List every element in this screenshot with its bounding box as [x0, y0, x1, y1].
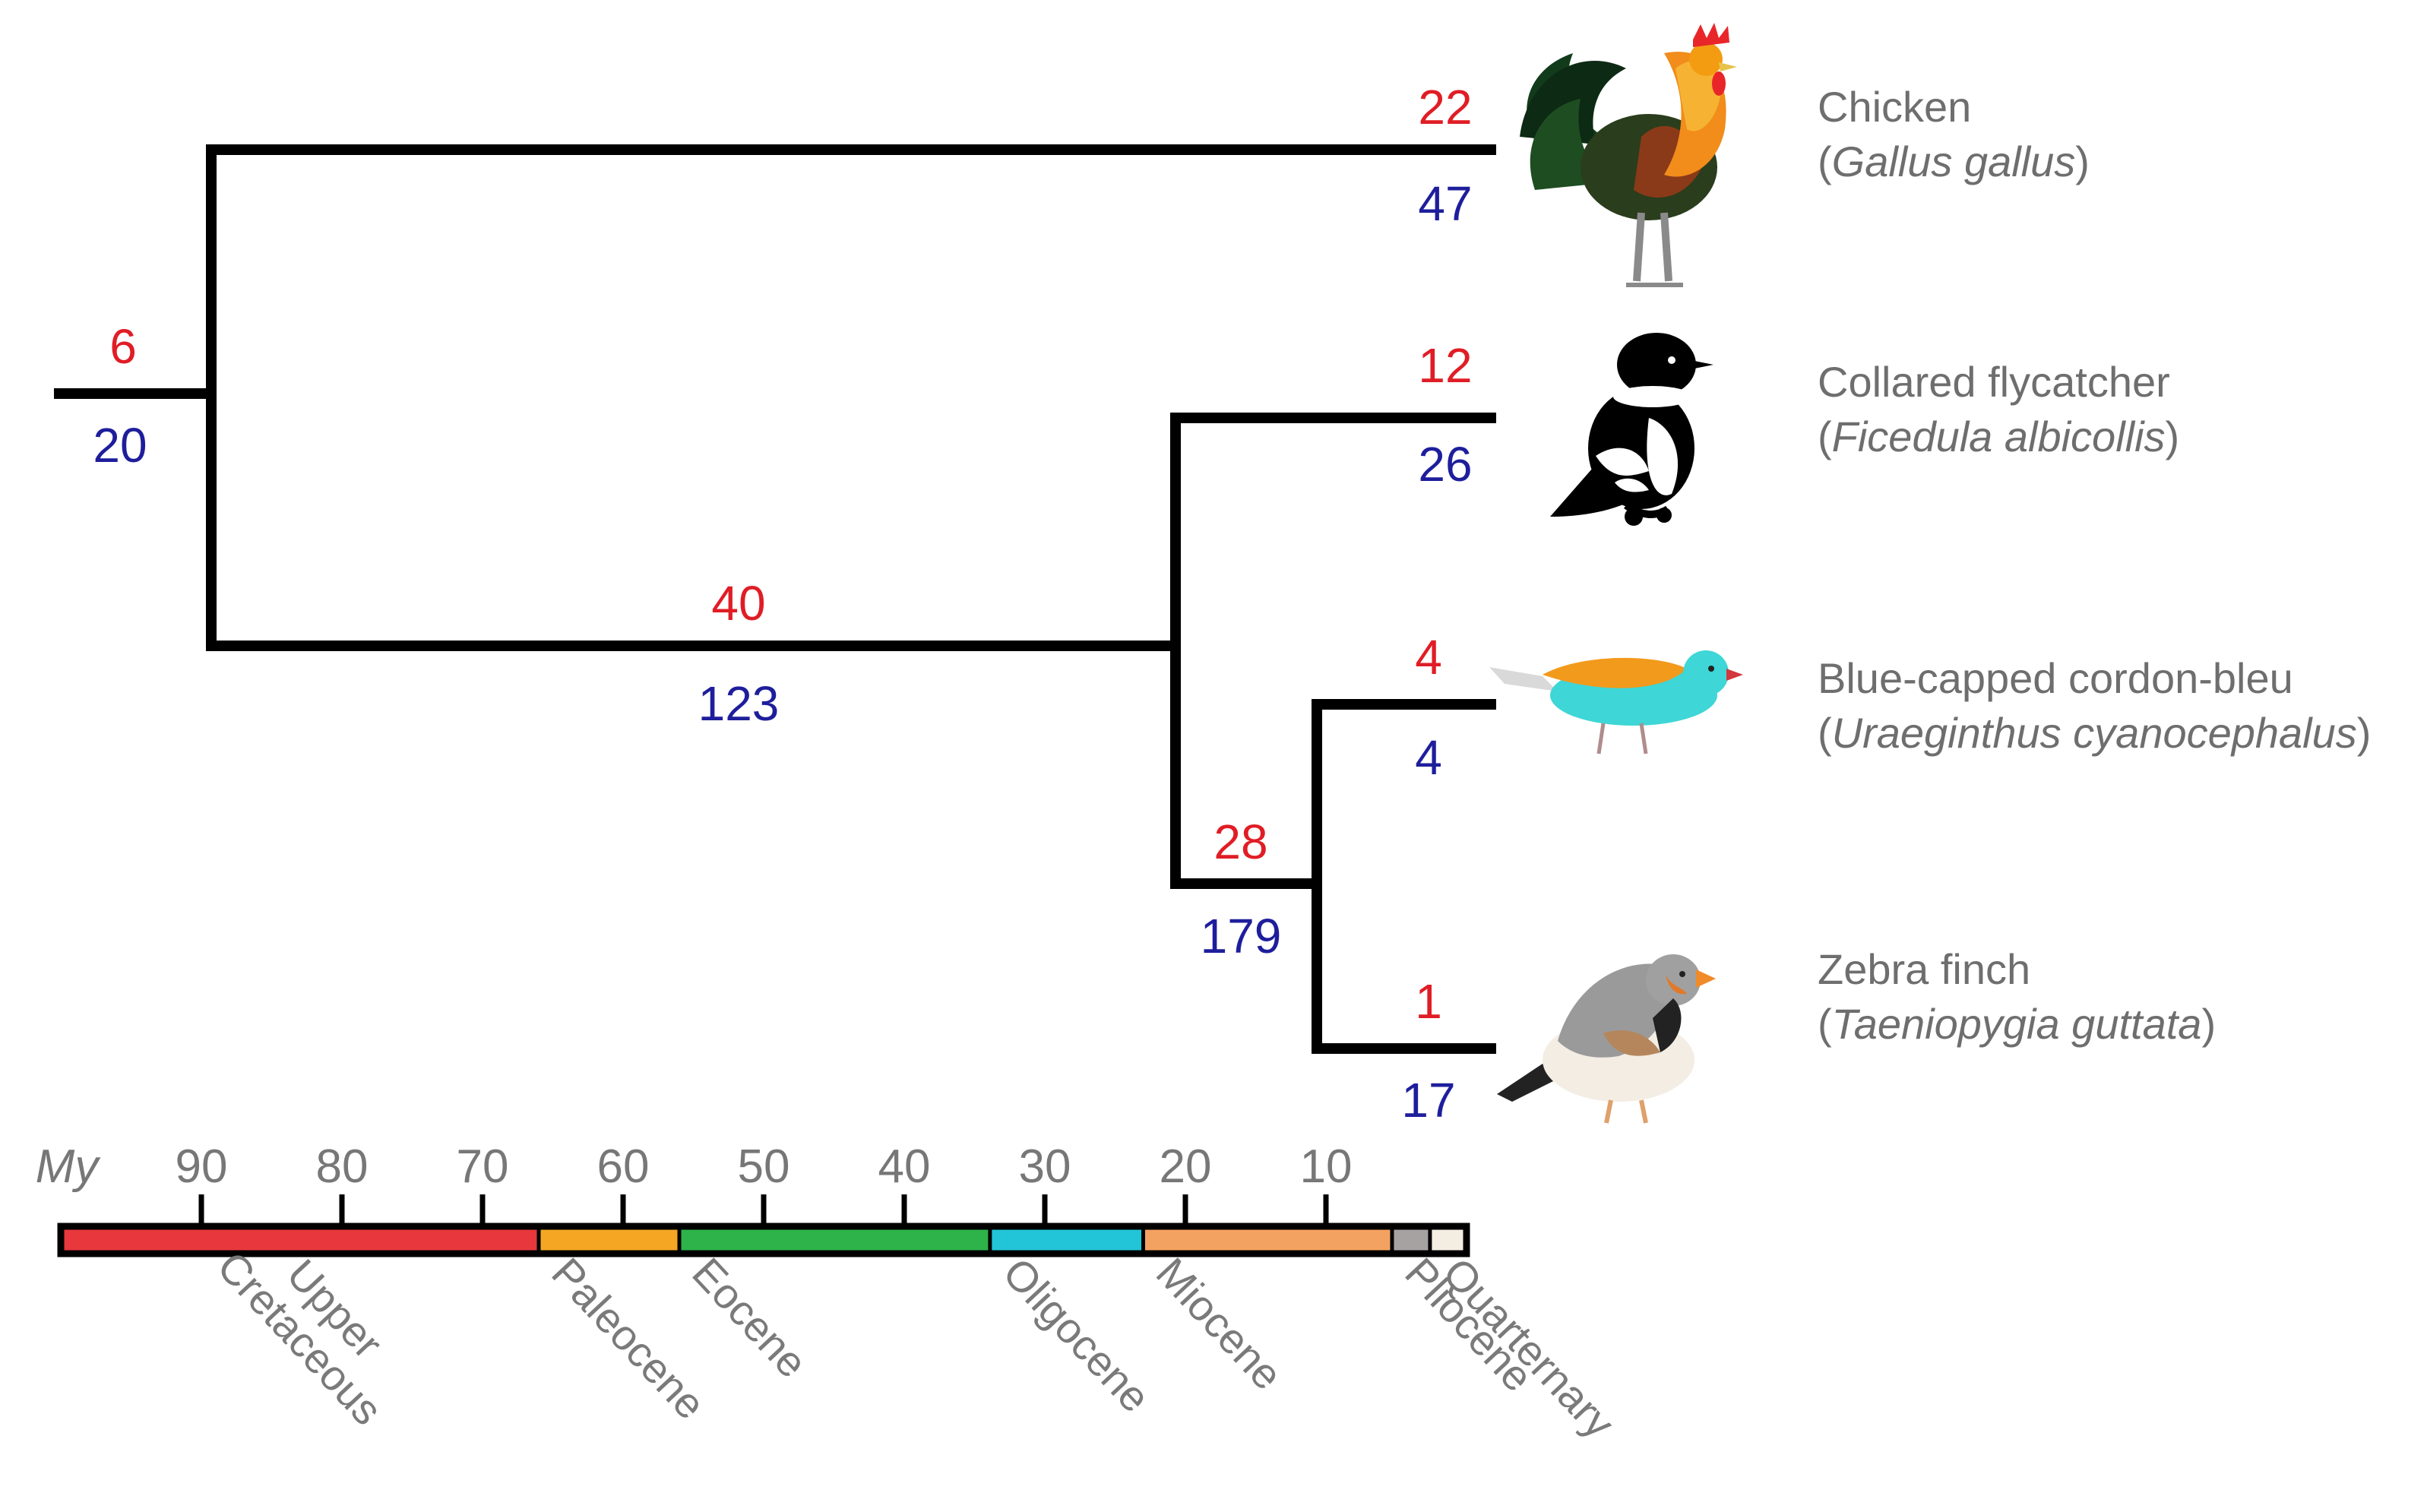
- species-common-name: Zebra finch: [1818, 945, 2030, 993]
- period-bar-miocene: [1143, 1226, 1392, 1254]
- period-bar-paleocene: [539, 1226, 679, 1254]
- chicken-gain-label: 22: [1418, 80, 1472, 134]
- timescale-tick-label: 60: [597, 1140, 650, 1193]
- timescale-tick-marks: [198, 1194, 1329, 1225]
- species-latin-name: (Uraeginthus cyanocephalus): [1818, 709, 2371, 757]
- period-label: Miocene: [1147, 1248, 1292, 1399]
- estrildid-gain-label: 28: [1214, 815, 1267, 869]
- passerine-gain-label: 40: [711, 576, 765, 631]
- tree-branches: [54, 144, 1496, 1054]
- cordonbleu-loss-label: 4: [1415, 730, 1442, 785]
- timescale-tick-label: 80: [316, 1140, 369, 1193]
- rooster-icon: [1520, 23, 1737, 287]
- geological-timescale: My 90 80 70 60 50 40 30 20 10 UpperCretaceous Pal…: [36, 1140, 1624, 1447]
- timescale-unit-label: My: [36, 1140, 102, 1193]
- estrildid-loss-label: 179: [1201, 909, 1282, 963]
- flycatcher-loss-label: 26: [1418, 437, 1472, 492]
- chicken-loss-label: 47: [1418, 176, 1472, 231]
- branch-labels: 6 20 22 47 40 123 12 26 28 179 4 4 1 17: [93, 80, 1472, 1128]
- timescale-tick-label: 70: [457, 1140, 509, 1193]
- species-labels: Chicken (Gallus gallus) Collared flycatc…: [1818, 83, 2371, 1048]
- zebrafinch-gain-label: 1: [1415, 974, 1442, 1029]
- species-common-name: Blue-capped cordon-bleu: [1818, 654, 2293, 702]
- period-label: Eocene: [683, 1248, 817, 1387]
- period-label: Oligocene: [994, 1248, 1160, 1421]
- cordon-bleu-icon: [1489, 650, 1743, 754]
- timescale-period-bars: [61, 1226, 1467, 1254]
- period-bar-eocene: [679, 1226, 990, 1254]
- timescale-tick-labels: 90 80 70 60 50 40 30 20 10: [176, 1140, 1353, 1193]
- zebra-finch-icon: [1497, 954, 1716, 1124]
- root-gain-label: 6: [109, 319, 137, 374]
- zebrafinch-loss-label: 17: [1401, 1073, 1455, 1128]
- period-bar-upper: [61, 1226, 539, 1254]
- species-latin-name: (Gallus gallus): [1818, 138, 2090, 185]
- timescale-tick-label: 90: [176, 1140, 228, 1193]
- species-latin-name: (Ficedula albicollis): [1818, 413, 2179, 460]
- passerine-loss-label: 123: [698, 676, 780, 731]
- timescale-tick-label: 40: [878, 1140, 931, 1193]
- timescale-bar-frame: [57, 1223, 1470, 1257]
- flycatcher-icon: [1550, 333, 1713, 526]
- timescale-tick-label: 30: [1019, 1140, 1071, 1193]
- period-bar-oligocene: [989, 1226, 1144, 1254]
- root-loss-label: 20: [93, 418, 147, 473]
- period-bar-pliocene: [1391, 1226, 1430, 1254]
- species-common-name: Collared flycatcher: [1818, 358, 2170, 406]
- species-common-name: Chicken: [1818, 83, 1971, 131]
- timescale-tick-label: 50: [738, 1140, 790, 1193]
- period-bar-quarternary: [1429, 1226, 1467, 1254]
- timescale-tick-label: 10: [1300, 1140, 1353, 1193]
- cordonbleu-gain-label: 4: [1415, 630, 1442, 685]
- timescale-tick-label: 20: [1160, 1140, 1212, 1193]
- species-latin-name: (Taeniopygia guttata): [1818, 1000, 2216, 1048]
- flycatcher-gain-label: 12: [1418, 338, 1472, 393]
